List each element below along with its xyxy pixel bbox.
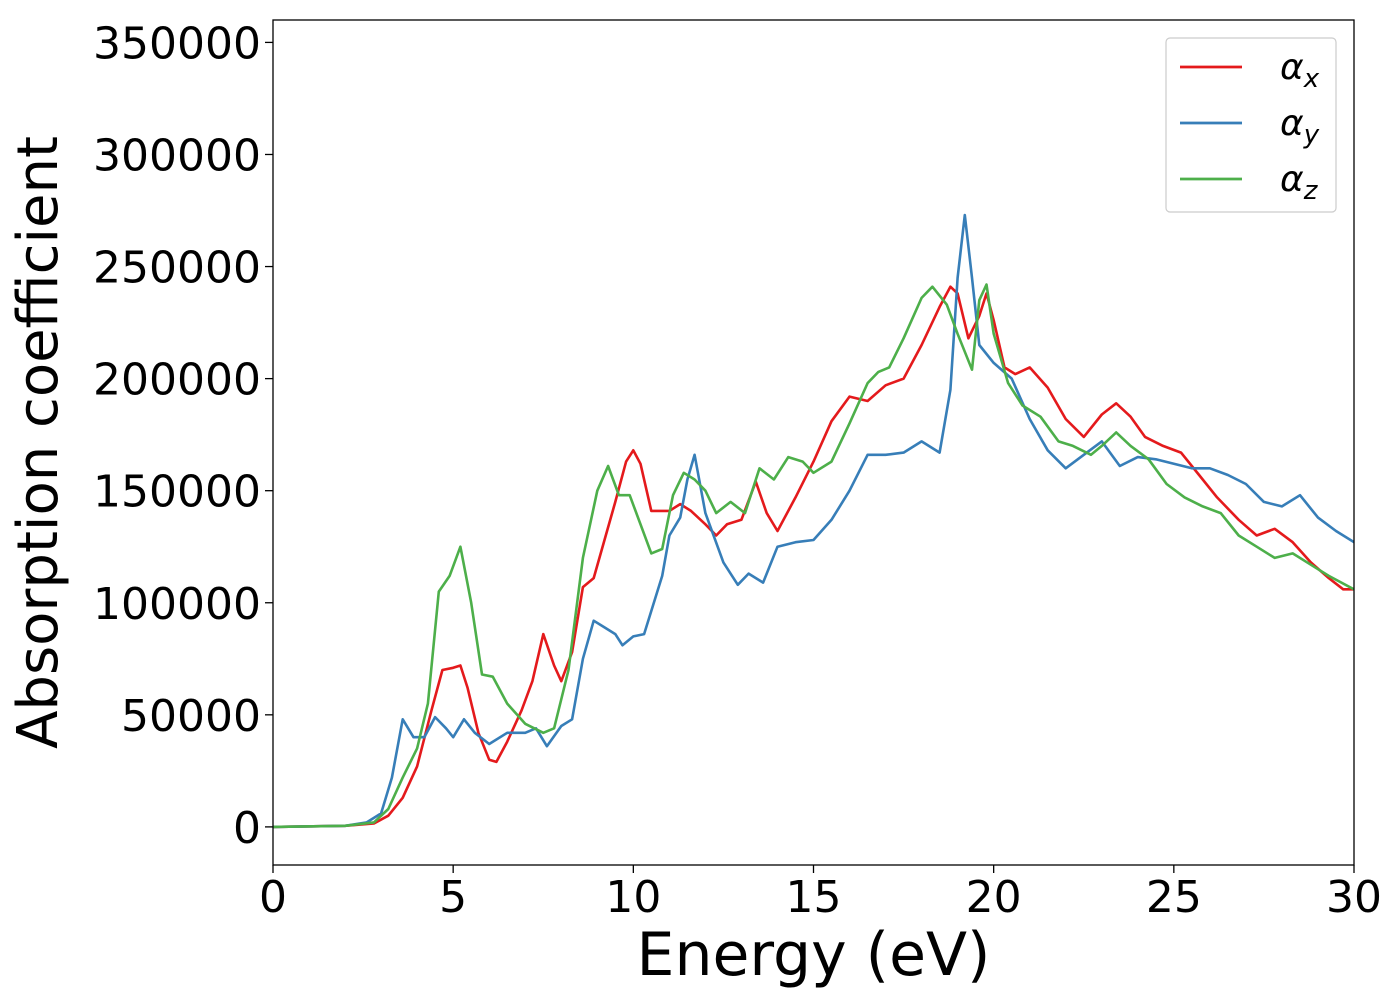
y-tick-label: 50000: [121, 691, 261, 742]
series-layer: [273, 213, 1354, 829]
y-tick-label: 350000: [93, 18, 261, 69]
x-axis-label: Energy (eV): [637, 920, 991, 990]
y-tick-label: 250000: [93, 243, 261, 294]
legend-label-y: αy: [1280, 103, 1320, 150]
legend-box: [1165, 37, 1337, 213]
x-tick-label: 0: [259, 872, 287, 923]
legend-label-z: αz: [1280, 159, 1319, 206]
x-tick-label: 15: [786, 872, 842, 923]
x-tick-label: 30: [1326, 872, 1382, 923]
y-tick-label: 0: [233, 803, 261, 854]
series-line-y: [273, 213, 1354, 829]
y-tick-label: 150000: [93, 467, 261, 518]
x-tick-label: 25: [1146, 872, 1202, 923]
legend-label-x: αx: [1280, 47, 1320, 94]
y-tick-label: 300000: [93, 130, 261, 181]
ticks-layer: 0 5 10 15 20 25 30 0 50000 100000 150000 200000 2500…: [93, 18, 1382, 923]
x-tick-label: 5: [439, 872, 467, 923]
series-line-z: [273, 283, 1354, 829]
y-axis-label: Absorption coefficient: [6, 136, 71, 749]
legend: αx αy αz: [1165, 37, 1337, 213]
x-tick-label: 10: [605, 872, 661, 923]
series-line-x: [273, 285, 1354, 829]
x-tick-label: 20: [966, 872, 1022, 923]
y-tick-label: 200000: [93, 355, 261, 406]
y-tick-label: 100000: [93, 579, 261, 630]
